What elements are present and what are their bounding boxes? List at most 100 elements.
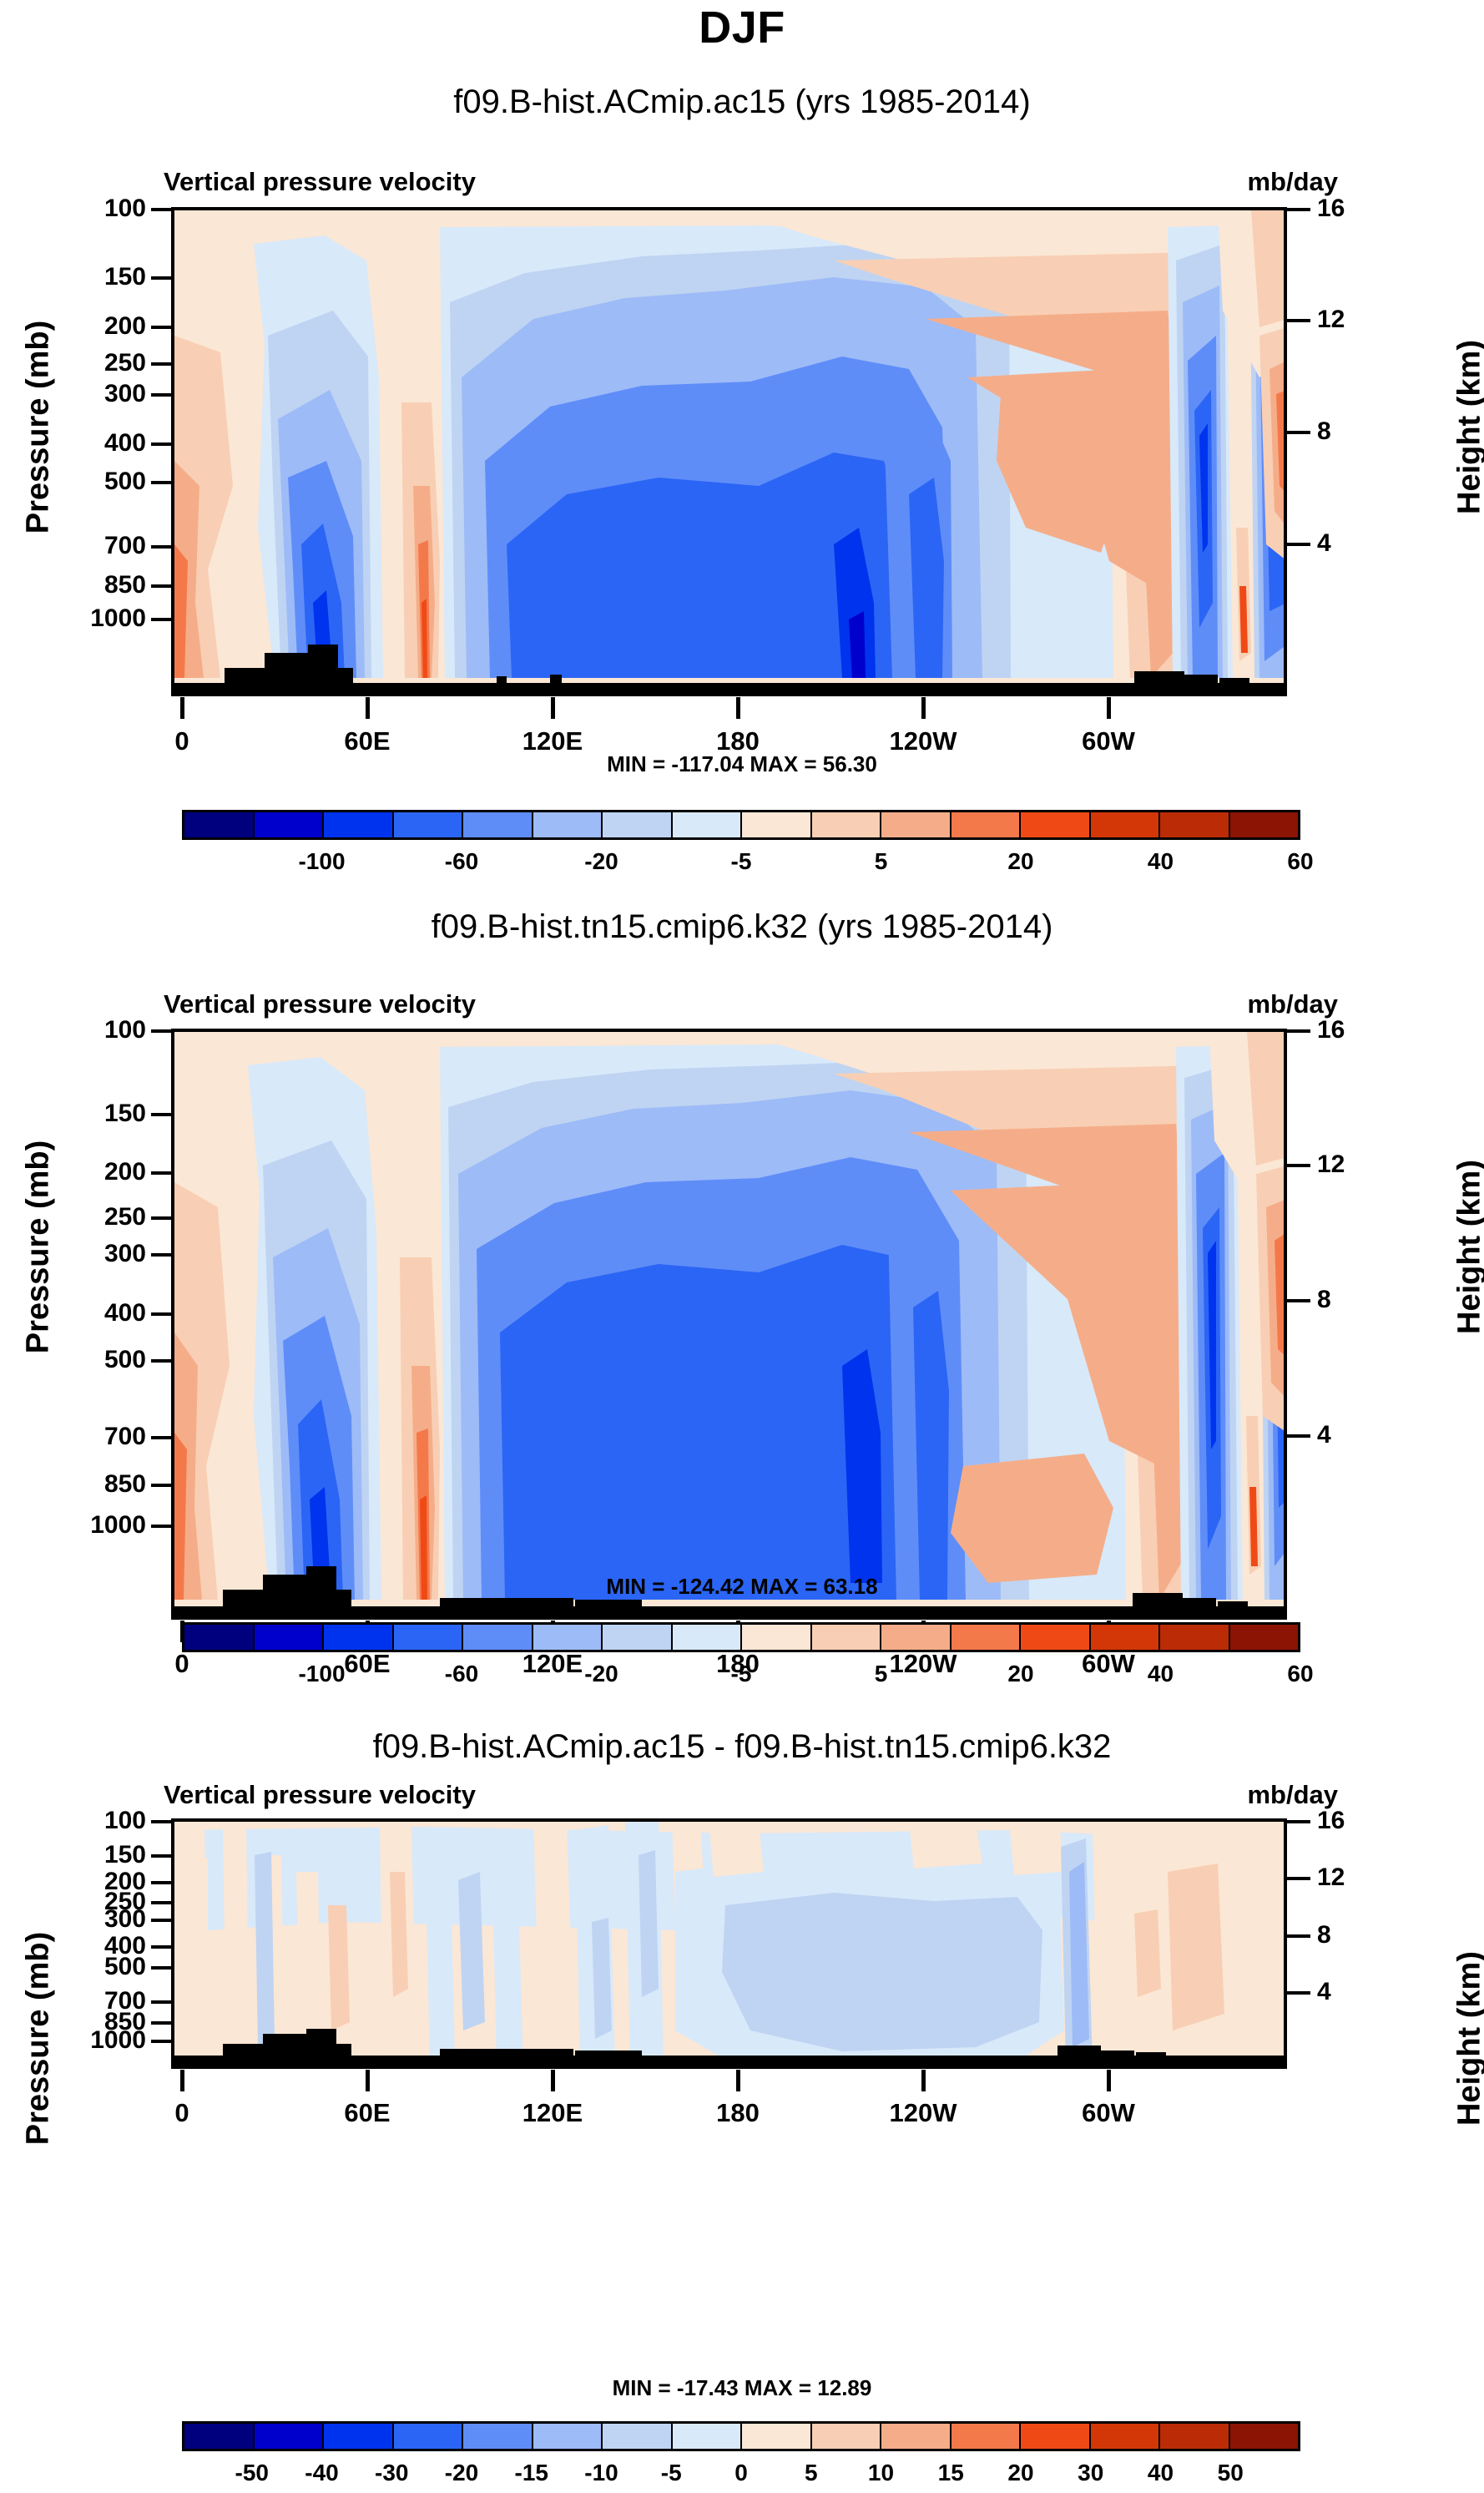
panel-2-ytick-mark <box>151 1312 171 1316</box>
panel-1-ytick-700: 700 <box>38 532 146 560</box>
colorbar-cell <box>1021 1625 1091 1650</box>
panel-2-ytick-100: 100 <box>38 1016 146 1044</box>
panel-2-ytick-1000: 1000 <box>21 1511 146 1540</box>
colorbar-label: -40 <box>305 2460 338 2486</box>
colorbar-label: -5 <box>731 1661 752 1687</box>
colorbar-cell <box>1021 2424 1091 2449</box>
panel-3-colorbar-labels: -50 -40 -30 -20 -15 -10 -5 0 5 10 15 20 … <box>182 2460 1300 2493</box>
panel-1-xtick-mark <box>551 697 555 719</box>
panel-2-minmax: MIN = -124.42 MAX = 63.18 <box>0 1574 1484 1600</box>
colorbar-cell <box>1091 2424 1161 2449</box>
colorbar-cell <box>463 2424 533 2449</box>
colorbar-cell <box>881 1625 951 1650</box>
panel-1-ytick-250: 250 <box>38 349 146 377</box>
panel-3-ytick-mark <box>151 2040 171 2043</box>
colorbar-cell <box>812 1625 882 1650</box>
panel-3-xtick-0: 0 <box>132 2098 232 2128</box>
colorbar-cell <box>603 2424 673 2449</box>
panel-1-ytick-mark <box>151 618 171 621</box>
colorbar-cell <box>184 2424 255 2449</box>
panel-1-ytick-mark <box>151 208 171 211</box>
panel-3-y2tick-mark <box>1287 1991 1310 1995</box>
colorbar-cell <box>742 1625 812 1650</box>
colorbar-cell <box>324 812 394 837</box>
panel-2-ytick-mark <box>151 1525 171 1528</box>
colorbar-cell <box>951 812 1022 837</box>
panel-2-y2tick-4: 4 <box>1317 1421 1331 1449</box>
colorbar-cell <box>1230 812 1299 837</box>
panel-3-ytick-1000: 1000 <box>21 2026 146 2055</box>
colorbar-label: 15 <box>938 2460 964 2486</box>
panel-3-ytick-mark <box>151 2021 171 2025</box>
panel-3-xtick-60E: 60E <box>317 2098 417 2128</box>
colorbar-cell <box>603 1625 673 1650</box>
panel-1-contour-field <box>174 210 1287 696</box>
colorbar-cell <box>463 812 533 837</box>
panel-1-xtick-mark <box>180 697 184 719</box>
colorbar-label: -30 <box>375 2460 408 2486</box>
panel-1-ytick-150: 150 <box>38 263 146 291</box>
colorbar-label: 40 <box>1148 2460 1174 2486</box>
panel-2-y2tick-12: 12 <box>1317 1150 1345 1179</box>
colorbar-label: -60 <box>445 1661 478 1687</box>
colorbar-cell <box>881 2424 951 2449</box>
panel-1-ytick-850: 850 <box>38 571 146 599</box>
colorbar-cell <box>1160 812 1230 837</box>
panel-2-units-label: mb/day <box>1247 989 1338 1019</box>
colorbar-label: 0 <box>734 2460 748 2486</box>
panel-3-y2tick-mark <box>1287 1820 1310 1823</box>
colorbar-cell <box>324 2424 394 2449</box>
panel-1-minmax: MIN = -117.04 MAX = 56.30 <box>0 751 1484 777</box>
colorbar-cell <box>1091 1625 1161 1650</box>
colorbar-label: 10 <box>868 2460 894 2486</box>
colorbar-cell <box>1230 1625 1299 1650</box>
panel-2-title: f09.B-hist.tn15.cmip6.k32 (yrs 1985-2014… <box>0 908 1484 946</box>
panel-3-minmax: MIN = -17.43 MAX = 12.89 <box>0 2375 1484 2401</box>
colorbar-label: -15 <box>515 2460 548 2486</box>
panel-1-ytick-100: 100 <box>38 195 146 223</box>
panel-2-plot-area[interactable] <box>171 1029 1287 1620</box>
colorbar-label: 60 <box>1287 1661 1313 1687</box>
panel-1-ytick-200: 200 <box>38 312 146 341</box>
colorbar-cell <box>951 1625 1022 1650</box>
colorbar-cell <box>324 1625 394 1650</box>
panel-3-ytick-mark <box>151 1881 171 1884</box>
panel-3-xtick-mark <box>551 2070 555 2091</box>
panel-1-y2tick-mark <box>1287 543 1310 546</box>
panel-2-ytick-400: 400 <box>38 1299 146 1327</box>
panel-1-y2tick-mark <box>1287 208 1310 211</box>
panel-1-y2tick-mark <box>1287 319 1310 322</box>
panel-2-ytick-mark <box>151 1113 171 1116</box>
colorbar-cell <box>673 2424 743 2449</box>
colorbar-cell <box>1230 2424 1299 2449</box>
colorbar-cell <box>1160 1625 1230 1650</box>
colorbar-cell <box>1091 812 1161 837</box>
panel-1: f09.B-hist.ACmip.ac15 (yrs 1985-2014) Ve… <box>0 0 1484 893</box>
colorbar-cell <box>394 812 464 837</box>
colorbar-label: 5 <box>805 2460 818 2486</box>
panel-3-ytick-100: 100 <box>38 1807 146 1835</box>
colorbar-cell <box>881 812 951 837</box>
panel-3-ytick-mark <box>151 2000 171 2004</box>
panel-3-plot-area[interactable] <box>171 1818 1287 2069</box>
panel-3-y2tick-4: 4 <box>1317 1978 1331 2006</box>
colorbar-label: -5 <box>661 2460 682 2486</box>
panel-1-units-label: mb/day <box>1247 167 1338 197</box>
panel-3-ytick-300: 300 <box>38 1905 146 1934</box>
panel-1-y2tick-mark <box>1287 431 1310 434</box>
colorbar-cell <box>255 1625 325 1650</box>
colorbar-label: -20 <box>445 2460 478 2486</box>
colorbar-label: 20 <box>1007 2460 1033 2486</box>
colorbar-label: -10 <box>584 2460 618 2486</box>
panel-3-xtick-180: 180 <box>688 2098 788 2128</box>
panel-3-xtick-120W: 120W <box>873 2098 973 2128</box>
panel-2-ytick-mark <box>151 1436 171 1439</box>
panel-2-contour-field <box>174 1032 1287 1620</box>
colorbar-cell <box>812 2424 882 2449</box>
panel-2-y2tick-16: 16 <box>1317 1016 1345 1044</box>
panel-2-height-axis-title: Height (km) <box>1452 1114 1484 1381</box>
panel-1-height-axis-title: Height (km) <box>1452 294 1484 561</box>
colorbar-label: 30 <box>1078 2460 1103 2486</box>
panel-1-plot-area[interactable] <box>171 207 1287 696</box>
panel-3-xtick-mark <box>921 2070 926 2091</box>
